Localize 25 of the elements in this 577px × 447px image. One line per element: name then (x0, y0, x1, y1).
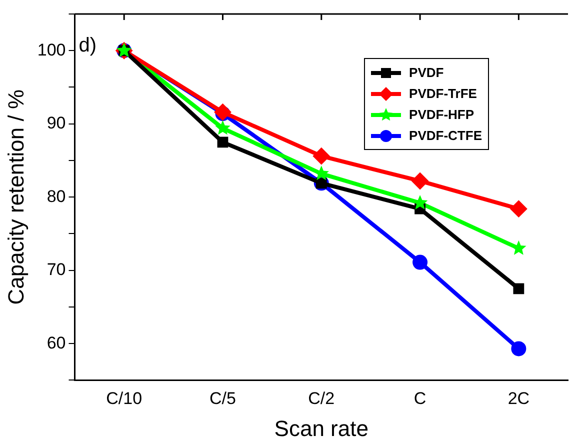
x-tick-label: C (414, 389, 426, 408)
annotation: d) (78, 34, 97, 57)
x-axis-title: Scan rate (274, 416, 368, 441)
x-tick-label: 2C (508, 389, 530, 408)
legend-label: PVDF (409, 65, 444, 80)
y-tick-label: 80 (46, 186, 66, 206)
point (513, 283, 524, 294)
point (412, 172, 429, 190)
point (511, 341, 526, 356)
point (217, 136, 228, 148)
y-axis-title: Capacity retention / % (3, 89, 28, 305)
x-tick-label: C/2 (308, 389, 335, 408)
legend-label: PVDF-CTFE (409, 128, 482, 143)
y-tick-label: 90 (46, 114, 66, 133)
legend-label: PVDF-HFP (409, 107, 474, 122)
y-tick-label: 60 (46, 333, 66, 352)
point (412, 254, 428, 270)
legend-label: PVDF-TrFE (409, 86, 477, 101)
x-tick-label: C/10 (106, 389, 142, 408)
y-tick-label: 70 (46, 260, 66, 280)
y-tick-label: 100 (37, 40, 66, 60)
point (215, 120, 230, 135)
x-tick-label: C/5 (210, 389, 236, 408)
point (312, 148, 330, 165)
point (510, 200, 528, 218)
